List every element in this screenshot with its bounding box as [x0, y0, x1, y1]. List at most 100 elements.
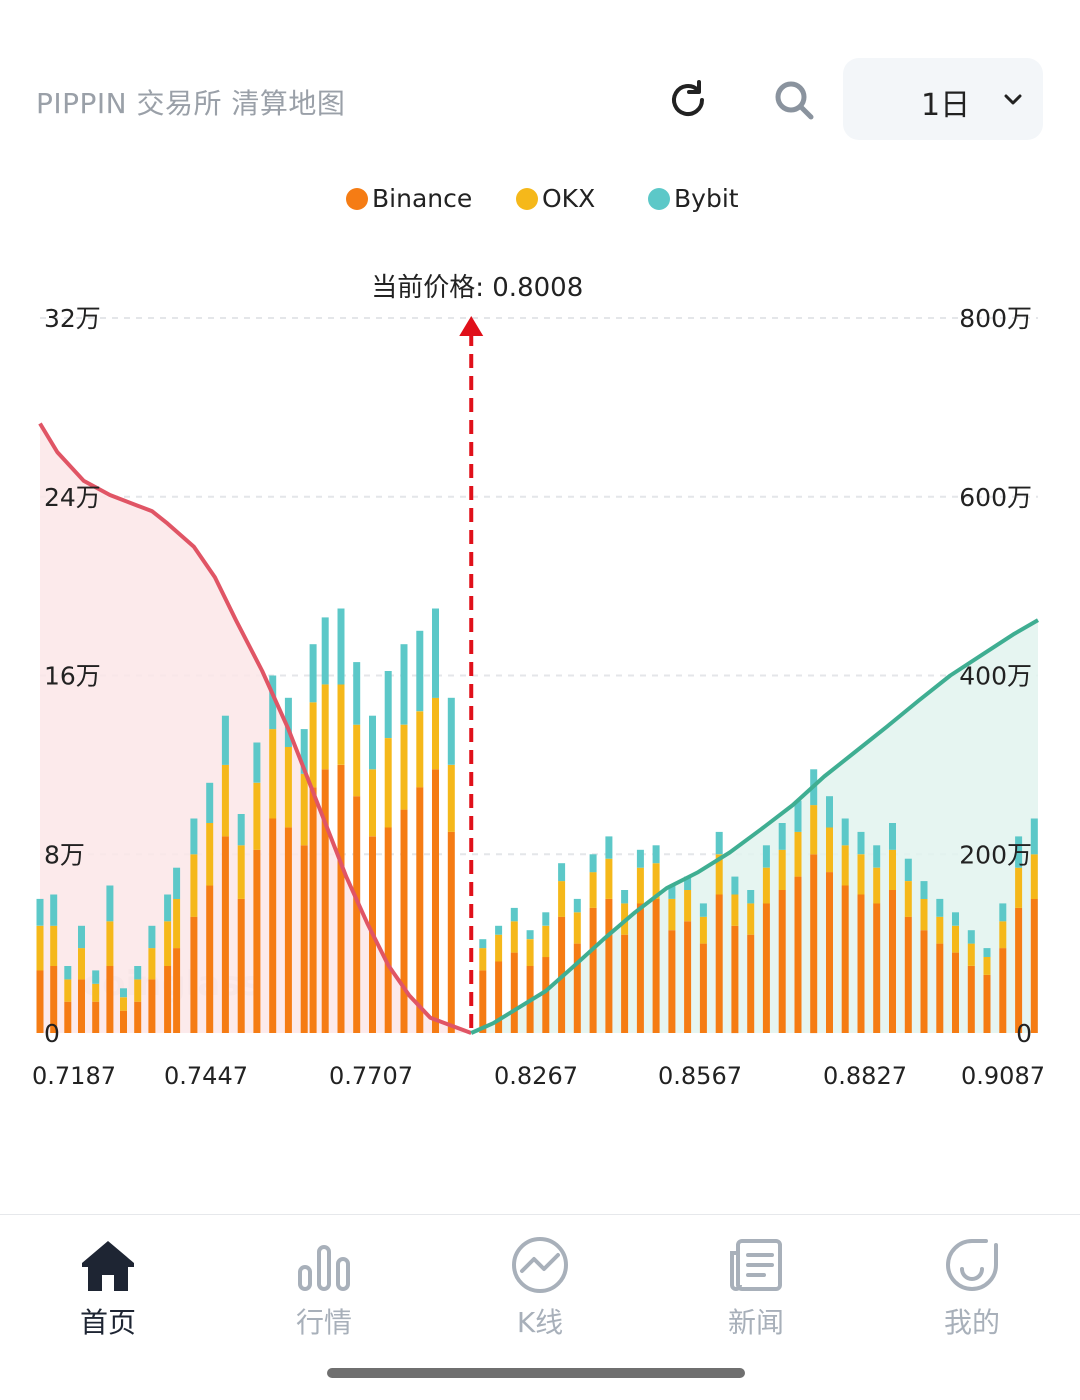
long-bar-okx [253, 782, 261, 850]
long-bar-binance [78, 979, 85, 1033]
long-cumulative-area [40, 423, 472, 1033]
long-cumulative-line [38, 422, 472, 1035]
short-bar-okx [873, 867, 881, 904]
long-bar-okx [353, 724, 361, 797]
short-bar-okx [857, 854, 865, 895]
tab-kline[interactable]: K线 [470, 1233, 610, 1353]
tab-news-label: 新闻 [727, 1306, 784, 1339]
short-bar-binance [826, 872, 833, 1033]
legend-item-binance[interactable]: Binance [346, 184, 472, 213]
short-bar-binance [1030, 898, 1038, 1033]
short-bar-okx [841, 845, 849, 886]
short-bar-binance [794, 876, 802, 1033]
short-bar-okx [573, 912, 581, 944]
time-range-value: 1日 [921, 88, 971, 123]
long-bar-bybit [64, 966, 72, 980]
long-bar-bybit [337, 608, 345, 685]
header: PIPPIN 交易所 清算地图 1日 [0, 0, 1080, 150]
legend-label-binance: Binance [372, 184, 473, 213]
long-bar-binance [148, 979, 156, 1033]
long-bar-binance [269, 818, 277, 1033]
tab-news[interactable]: 新闻 [686, 1233, 826, 1353]
right-axis-tick-label: 0 [1016, 1019, 1032, 1048]
long-bar-okx [64, 979, 72, 1002]
legend-item-okx[interactable]: OKX [516, 184, 595, 213]
short-bar-bybit [826, 796, 833, 828]
refresh-button[interactable] [660, 72, 716, 128]
short-bar-okx [983, 957, 991, 975]
long-bar-binance [353, 796, 361, 1033]
search-button[interactable] [766, 72, 822, 128]
tab-home-label: 首页 [79, 1306, 136, 1339]
chart-svg: coinglass当前价格: 0.800808万16万24万32万0200万40… [32, 273, 1045, 1090]
long-bar-okx [447, 764, 455, 832]
tab-markets[interactable]: 行情 [254, 1233, 394, 1353]
x-axis-tick-label: 0.9087 [961, 1062, 1045, 1090]
long-bar-bybit [106, 885, 114, 922]
long-bar-binance [309, 787, 317, 1033]
long-bar-bybit [36, 898, 44, 926]
short-bar-bybit [904, 858, 912, 881]
legend-item-bybit[interactable]: Bybit [648, 184, 739, 213]
tab-markets-label: 行情 [295, 1306, 352, 1339]
tab-kline-label: K线 [516, 1306, 564, 1339]
tab-profile[interactable]: 我的 [902, 1233, 1042, 1353]
short-bar-binance [636, 903, 644, 1033]
legend-dot-okx [516, 187, 538, 210]
long-bar-binance [416, 787, 424, 1033]
short-bar-bybit [715, 831, 723, 855]
short-bar-binance [747, 934, 755, 1033]
long-bar-binance [92, 1001, 100, 1033]
short-bar-bybit [652, 845, 660, 864]
long-bar-binance [173, 948, 181, 1033]
short-bar-okx [526, 939, 534, 966]
short-bar-bybit [542, 912, 550, 926]
long-bar-okx [206, 823, 214, 886]
short-bar-bybit [636, 849, 644, 868]
long-bar-bybit [190, 818, 198, 855]
long-bar-okx [106, 921, 114, 966]
short-bar-binance [904, 916, 912, 1033]
short-bar-bybit [1015, 836, 1023, 868]
short-bar-okx [747, 903, 755, 935]
short-bar-okx [715, 854, 723, 895]
long-bar-bybit [173, 867, 181, 899]
current-price-arrow [459, 316, 484, 336]
long-bar-binance [164, 966, 172, 1033]
short-bar-bybit [952, 912, 959, 926]
short-bar-okx [762, 867, 770, 904]
short-bar-okx [967, 943, 975, 966]
long-bar-bybit [269, 675, 277, 730]
short-bar-bybit [495, 925, 503, 935]
short-bar-binance [967, 966, 975, 1033]
time-range-select[interactable]: 1日 [843, 58, 1043, 140]
right-axis-tick-label: 400万 [959, 662, 1032, 691]
short-bar-bybit [589, 854, 597, 873]
short-bar-okx [1015, 867, 1023, 908]
short-bar-okx [904, 881, 912, 917]
liquidation-chart[interactable]: coinglass当前价格: 0.800808万16万24万32万0200万40… [0, 260, 1080, 1110]
short-bar-bybit [510, 907, 518, 922]
short-bar-binance [889, 890, 896, 1033]
long-bar-okx [400, 724, 408, 810]
current-price-label: 当前价格: 0.8008 [371, 273, 583, 303]
short-bar-okx [1030, 854, 1038, 899]
home-icon [82, 1241, 134, 1291]
long-bar-bybit [134, 966, 142, 980]
short-bar-binance [778, 890, 786, 1033]
tab-home[interactable]: 首页 [38, 1233, 178, 1353]
long-bar-bybit [384, 671, 392, 738]
short-bar-binance [573, 943, 581, 1033]
long-bar-okx [309, 702, 317, 788]
long-bar-okx [369, 769, 376, 837]
long-bar-binance [120, 1010, 127, 1033]
page-title: PIPPIN 交易所 清算地图 [36, 87, 346, 120]
short-bar-bybit [1030, 818, 1038, 855]
short-bar-bybit [526, 930, 534, 940]
short-bar-binance [621, 934, 629, 1033]
long-bar-bybit [432, 608, 439, 698]
long-bar-bybit [237, 814, 245, 846]
x-axis-tick-label: 0.7447 [164, 1062, 248, 1090]
short-bar-okx [542, 925, 550, 958]
long-bar-binance [106, 966, 114, 1033]
